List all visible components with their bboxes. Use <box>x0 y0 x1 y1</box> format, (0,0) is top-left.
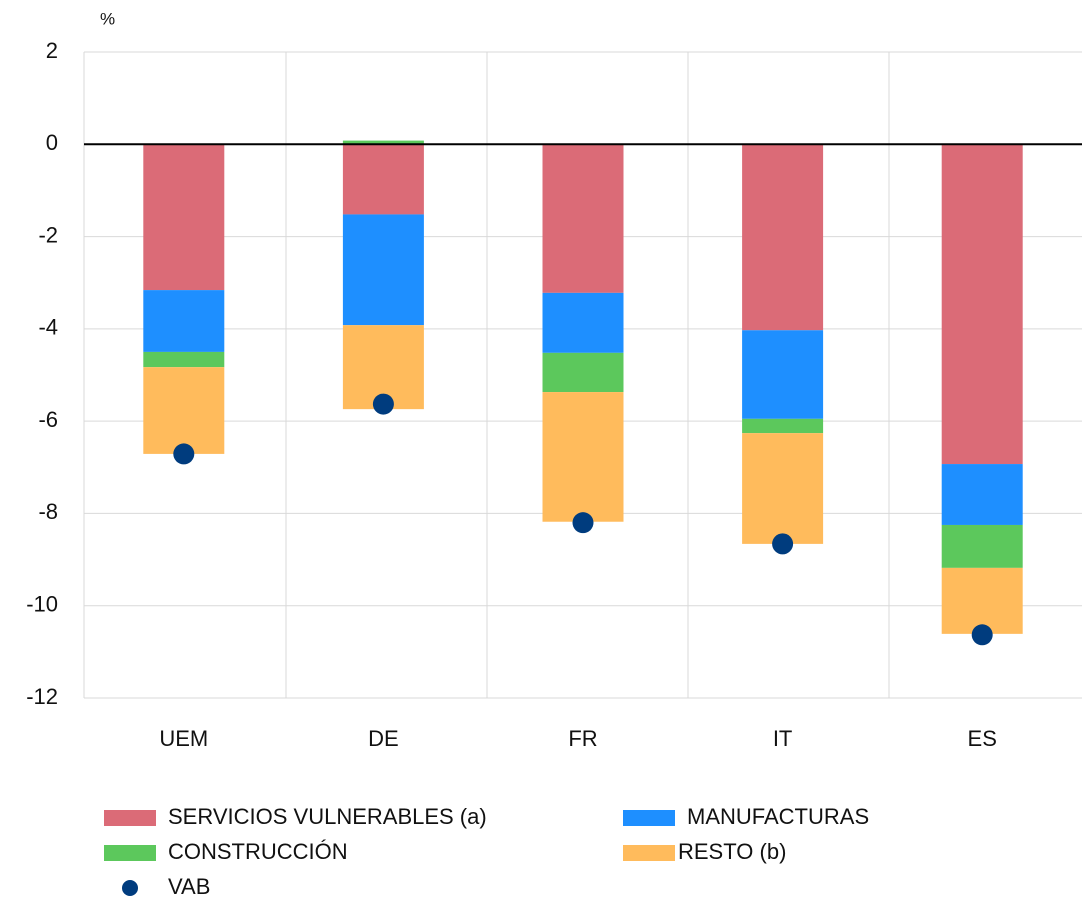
bar-segment <box>342 214 424 326</box>
bar-segment <box>143 351 225 368</box>
bar-segment <box>941 567 1023 634</box>
bar-segment <box>542 292 624 353</box>
y-tick-label: 2 <box>46 38 58 63</box>
x-tick-label: FR <box>568 726 597 751</box>
bar-segment <box>742 144 824 331</box>
dot <box>173 443 195 465</box>
legend-swatch <box>623 845 675 861</box>
bar-segment <box>742 330 824 419</box>
bar-segment <box>342 140 424 145</box>
y-unit: % <box>100 9 115 28</box>
bar-segment <box>941 144 1023 465</box>
y-tick-label: 0 <box>46 130 58 155</box>
legend-label: VAB <box>168 874 210 899</box>
bar-segment <box>542 392 624 522</box>
y-tick-label: -2 <box>38 222 58 247</box>
bar-segment <box>742 418 824 434</box>
bar-segment <box>143 144 225 291</box>
legend-label: RESTO (b) <box>678 839 786 864</box>
bar-segment <box>542 352 624 393</box>
legend-label: CONSTRUCCIÓN <box>168 839 348 864</box>
y-tick-label: -8 <box>38 499 58 524</box>
x-tick-label: IT <box>773 726 793 751</box>
dot <box>772 533 794 555</box>
legend-marker <box>122 880 138 896</box>
bar-segment <box>542 144 624 293</box>
dot <box>971 624 993 646</box>
y-tick-label: -10 <box>26 592 58 617</box>
legend-label: MANUFACTURAS <box>687 804 869 829</box>
x-tick-label: UEM <box>159 726 208 751</box>
bar-segment <box>342 144 424 215</box>
legend-swatch <box>104 845 156 861</box>
x-tick-label: DE <box>368 726 399 751</box>
dot <box>372 393 394 415</box>
x-tick-label: ES <box>968 726 997 751</box>
legend-label: SERVICIOS VULNERABLES (a) <box>168 804 487 829</box>
legend-swatch <box>623 810 675 826</box>
legend-swatch <box>104 810 156 826</box>
bar-segment <box>941 464 1023 525</box>
y-tick-label: -12 <box>26 684 58 709</box>
bar-segment <box>941 524 1023 568</box>
bar-segment <box>143 290 225 352</box>
bar-segment <box>742 433 824 544</box>
y-tick-label: -6 <box>38 407 58 432</box>
bar-segment <box>143 367 225 454</box>
y-tick-label: -4 <box>38 315 58 340</box>
dot <box>572 512 594 534</box>
